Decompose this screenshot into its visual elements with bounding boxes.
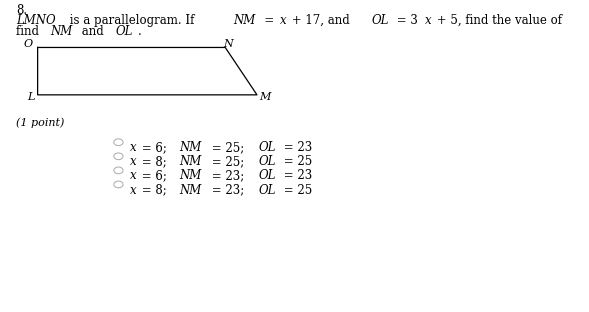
Text: = 8;: = 8; (138, 183, 171, 197)
Text: = 23;: = 23; (207, 183, 247, 197)
Text: + 17, and: + 17, and (289, 14, 354, 27)
Text: L: L (27, 92, 34, 102)
Text: + 5, find the value of: + 5, find the value of (433, 14, 566, 27)
Text: = 6;: = 6; (138, 169, 171, 183)
Text: x: x (130, 155, 137, 168)
Text: find: find (16, 25, 43, 38)
Text: OL: OL (259, 169, 276, 183)
Text: =: = (262, 14, 276, 27)
Text: = 6;: = 6; (138, 141, 171, 154)
Text: = 25: = 25 (280, 155, 312, 168)
Text: x: x (425, 14, 431, 27)
Text: NM: NM (180, 183, 201, 197)
Text: OL: OL (259, 141, 276, 154)
Text: = 23: = 23 (280, 169, 313, 183)
Text: x: x (130, 183, 137, 197)
Text: = 23;: = 23; (208, 169, 248, 183)
Text: NM: NM (233, 14, 256, 27)
Text: OL: OL (258, 183, 276, 197)
Text: = 8;: = 8; (138, 155, 171, 168)
Text: NM: NM (50, 25, 72, 38)
Text: NM: NM (180, 169, 202, 183)
Text: .: . (137, 25, 141, 38)
Text: x: x (280, 14, 287, 27)
Text: NM: NM (180, 141, 202, 154)
Text: OL: OL (371, 14, 389, 27)
Text: x: x (130, 169, 137, 183)
Text: = 23: = 23 (280, 141, 313, 154)
Text: = 25;: = 25; (208, 141, 248, 154)
Text: and: and (78, 25, 108, 38)
Text: x: x (130, 141, 137, 154)
Text: NM: NM (180, 155, 201, 168)
Text: is a parallelogram. If: is a parallelogram. If (67, 14, 198, 27)
Text: LMNO: LMNO (16, 14, 56, 27)
Text: M: M (259, 92, 270, 102)
Text: = 3: = 3 (393, 14, 418, 27)
Text: (1 point): (1 point) (16, 118, 65, 128)
Text: N: N (223, 39, 233, 49)
Text: 8.: 8. (16, 4, 28, 17)
Text: = 25: = 25 (280, 183, 312, 197)
Text: OL: OL (258, 155, 276, 168)
Text: OL: OL (115, 25, 133, 38)
Text: = 25;: = 25; (207, 155, 247, 168)
Text: O: O (23, 39, 32, 49)
